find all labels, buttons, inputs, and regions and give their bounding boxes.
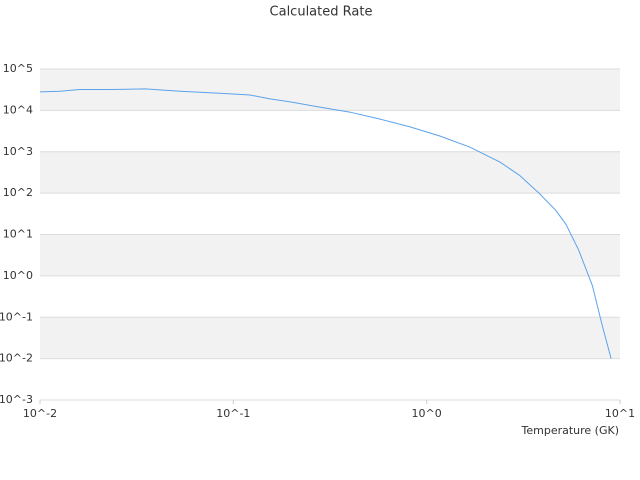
band <box>40 234 620 276</box>
y-tick-label: 10^-3 <box>0 393 33 406</box>
y-tick-label: 10^4 <box>3 103 33 116</box>
x-tick-label: 10^-2 <box>23 407 57 420</box>
y-tick-label: 10^2 <box>3 186 33 199</box>
y-tick-label: 10^1 <box>3 228 33 241</box>
x-tick-label: 10^-1 <box>216 407 250 420</box>
chart-title: Calculated Rate <box>270 5 373 20</box>
y-tick-label: 10^0 <box>3 269 33 282</box>
x-tick-label: 10^1 <box>605 407 635 420</box>
band <box>40 151 620 194</box>
y-tick-label: 10^5 <box>3 62 33 75</box>
x-tick-label: 10^0 <box>412 407 442 420</box>
y-tick-label: 10^3 <box>3 145 33 158</box>
x-axis-label: Temperature (GK) <box>521 424 620 437</box>
data-line <box>39 88 612 359</box>
y-tick-label: 10^-1 <box>0 310 33 323</box>
band <box>40 317 620 359</box>
band <box>40 69 620 111</box>
y-tick-label: 10^-2 <box>0 352 33 365</box>
